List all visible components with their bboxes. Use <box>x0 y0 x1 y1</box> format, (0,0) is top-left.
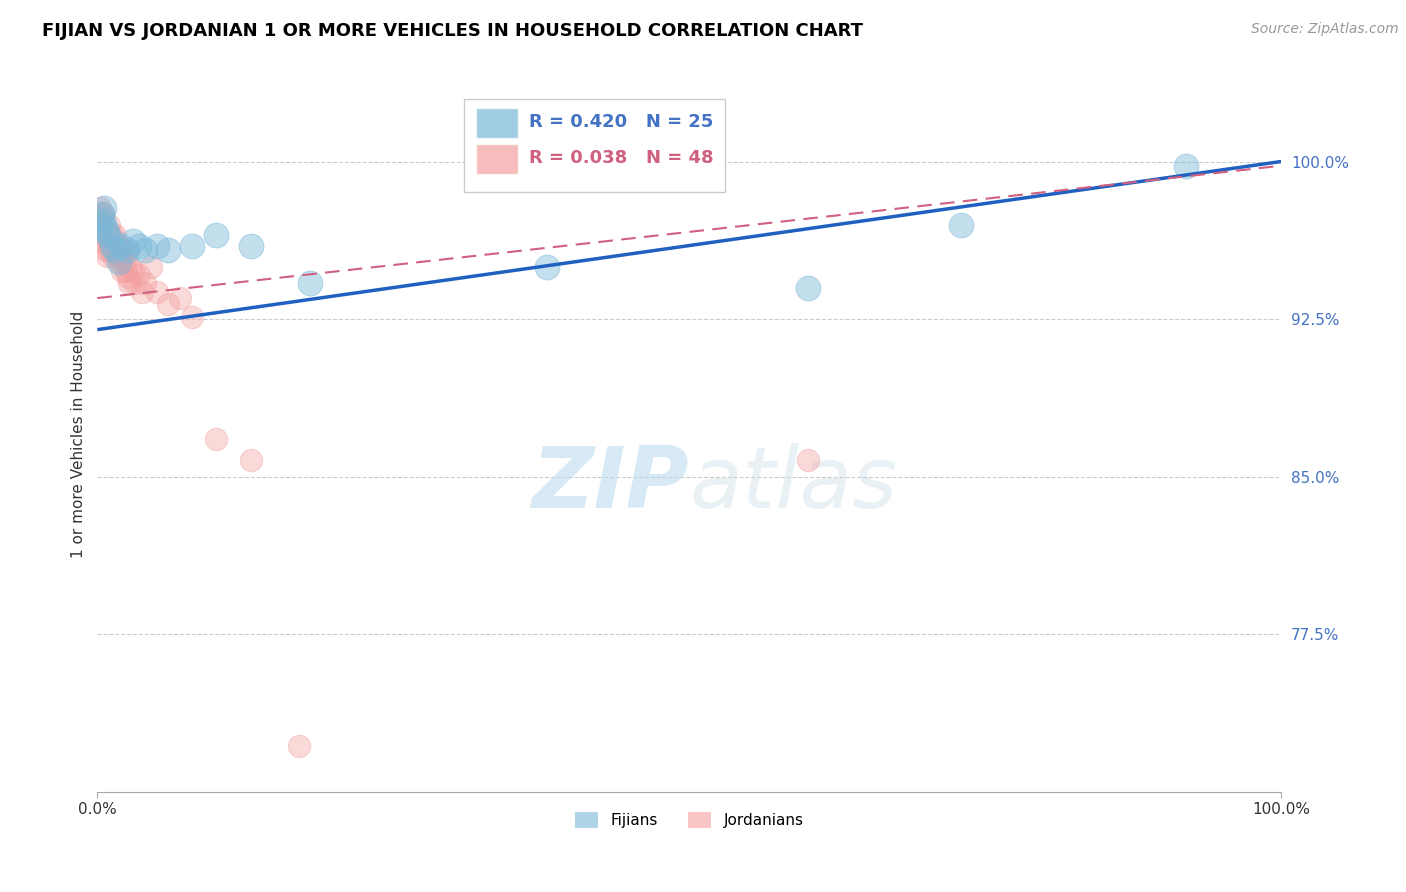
Point <box>100 238 122 252</box>
Point <box>98 230 121 244</box>
Text: R = 0.038   N = 48: R = 0.038 N = 48 <box>530 149 714 167</box>
Point <box>157 243 180 257</box>
Point <box>950 218 973 232</box>
Point <box>96 226 118 240</box>
Point <box>96 228 118 243</box>
Point <box>101 249 124 263</box>
Point <box>124 277 146 291</box>
Point <box>181 310 204 324</box>
Point <box>134 243 156 257</box>
Point <box>114 264 136 278</box>
Point <box>91 213 114 227</box>
Point <box>121 235 143 249</box>
Point <box>115 243 138 257</box>
Point <box>91 228 114 243</box>
Point <box>128 268 150 282</box>
Point <box>105 243 128 257</box>
Point <box>91 207 114 221</box>
Y-axis label: 1 or more Vehicles in Household: 1 or more Vehicles in Household <box>72 311 86 558</box>
Point <box>104 243 127 257</box>
Point <box>91 221 114 235</box>
Point <box>110 243 132 257</box>
Point <box>204 432 226 446</box>
Text: R = 0.420   N = 25: R = 0.420 N = 25 <box>530 113 714 131</box>
Point <box>536 260 558 274</box>
Point <box>169 291 191 305</box>
Point <box>145 285 167 299</box>
Point <box>93 218 115 232</box>
Point <box>91 218 114 232</box>
Point <box>110 238 132 252</box>
Point <box>94 221 117 235</box>
Point <box>114 255 136 269</box>
Point <box>157 297 180 311</box>
Point <box>118 277 141 291</box>
Point <box>98 243 121 257</box>
Point <box>100 228 122 243</box>
Point <box>108 255 131 269</box>
Point <box>94 243 117 257</box>
Point <box>93 201 115 215</box>
Point <box>107 249 129 263</box>
Point <box>115 243 138 257</box>
Point <box>128 238 150 252</box>
Point <box>90 213 112 227</box>
Point <box>93 235 115 249</box>
Point <box>240 238 263 252</box>
Point <box>120 260 142 274</box>
Point <box>134 277 156 291</box>
Text: atlas: atlas <box>689 443 897 526</box>
Point <box>287 739 309 753</box>
Point <box>112 249 135 263</box>
Point <box>98 218 121 232</box>
Point <box>107 238 129 252</box>
Point <box>103 235 125 249</box>
Point <box>107 255 129 269</box>
Point <box>97 235 120 249</box>
Point <box>796 280 818 294</box>
Point <box>121 264 143 278</box>
Point <box>240 453 263 467</box>
Point <box>1175 159 1198 173</box>
Point <box>90 218 112 232</box>
Point <box>204 228 226 243</box>
Text: Source: ZipAtlas.com: Source: ZipAtlas.com <box>1251 22 1399 37</box>
Point <box>796 453 818 467</box>
Point <box>89 201 111 215</box>
Legend: Fijians, Jordanians: Fijians, Jordanians <box>569 806 810 834</box>
Point <box>145 238 167 252</box>
Point <box>91 207 114 221</box>
Point <box>117 270 139 285</box>
FancyBboxPatch shape <box>477 144 517 174</box>
Point <box>94 221 117 235</box>
Point <box>131 285 153 299</box>
Text: FIJIAN VS JORDANIAN 1 OR MORE VEHICLES IN HOUSEHOLD CORRELATION CHART: FIJIAN VS JORDANIAN 1 OR MORE VEHICLES I… <box>42 22 863 40</box>
FancyBboxPatch shape <box>464 99 724 192</box>
Point <box>90 207 112 221</box>
FancyBboxPatch shape <box>477 108 517 138</box>
Point <box>111 264 134 278</box>
Point <box>181 238 204 252</box>
Point <box>100 238 122 252</box>
Point <box>299 277 322 291</box>
Point <box>139 260 162 274</box>
Text: ZIP: ZIP <box>531 443 689 526</box>
Point <box>104 228 127 243</box>
Point <box>96 249 118 263</box>
